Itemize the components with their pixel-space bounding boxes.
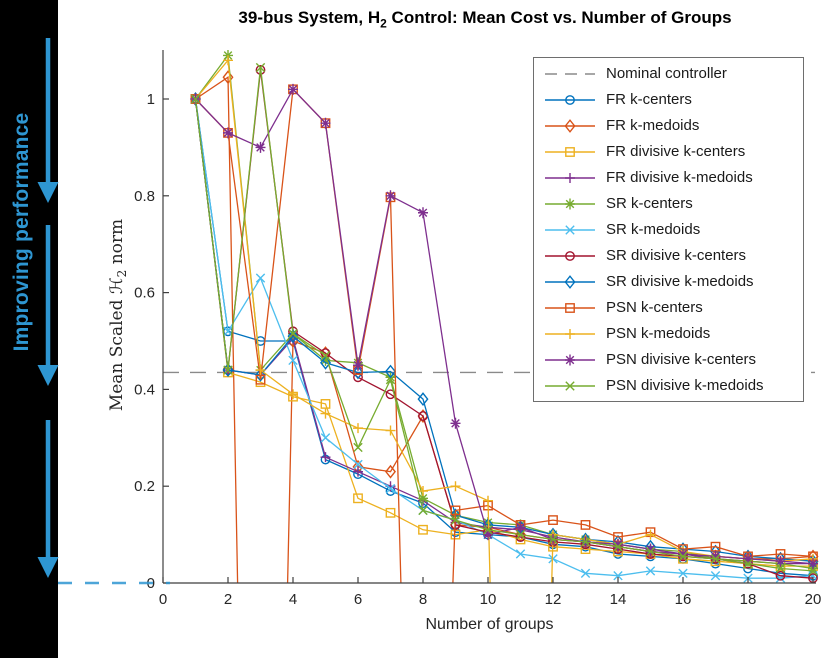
series-line-11 [194,67,814,572]
script-h2-symbol: ℋ [106,277,127,295]
svg-text:0.6: 0.6 [134,285,155,302]
legend-item-sr-k-centers: SR k-centers [534,191,803,216]
series-line-10 [195,88,814,565]
legend-label: FR k-medoids [606,117,700,134]
legend-sample [545,172,595,183]
legend-item-psn-divisive-k-medoids: PSN divisive k-medoids [534,373,803,398]
legend-item-fr-divisive-k-centers: FR divisive k-centers [534,139,803,164]
legend-label: SR divisive k-centers [606,247,747,264]
svg-text:0.2: 0.2 [134,478,155,495]
legend-item-fr-k-medoids: FR k-medoids [534,113,803,138]
legend-item-psn-k-centers: PSN k-centers [534,295,803,320]
legend-sample [545,354,595,365]
legend-label: PSN divisive k-medoids [606,377,764,394]
legend-label: FR divisive k-medoids [606,169,753,186]
svg-text:4: 4 [289,591,297,608]
legend-sample [545,302,595,313]
legend-item-psn-k-medoids: PSN k-medoids [534,321,803,346]
y-axis-label: Mean Scaled ℋ2 norm [106,218,130,412]
legend-label: PSN divisive k-centers [606,351,757,368]
legend-label: SR divisive k-medoids [606,273,754,290]
x-axis-label: Number of groups [425,616,554,633]
legend-sample [545,380,595,391]
legend-label: SR k-medoids [606,221,701,238]
legend-sample [545,118,595,133]
legend-sample [545,224,595,235]
legend-item-sr-divisive-k-centers: SR divisive k-centers [534,243,803,268]
legend-label: Nominal controller [606,65,727,82]
svg-text:1: 1 [147,91,155,108]
svg-text:2: 2 [224,591,232,608]
legend-label: FR k-centers [606,91,692,108]
legend-sample [545,198,595,209]
legend-item-fr-k-centers: FR k-centers [534,87,803,112]
chart-title: 39-bus System, H2 Control: Mean Cost vs.… [238,8,732,31]
legend-item-fr-divisive-k-medoids: FR divisive k-medoids [534,165,803,190]
svg-text:10: 10 [480,591,497,608]
legend-sample [545,274,595,289]
svg-text:6: 6 [354,591,362,608]
legend-sample [545,94,595,105]
legend-label: SR k-centers [606,195,693,212]
legend: Nominal controller FR k-centers FR k-med… [533,57,804,402]
legend-item-psn-divisive-k-centers: PSN divisive k-centers [534,347,803,372]
legend-item-nominal: Nominal controller [534,61,803,86]
legend-item-sr-k-medoids: SR k-medoids [534,217,803,242]
improving-performance-arrows [37,38,59,578]
svg-text:16: 16 [675,591,692,608]
series-line-7 [194,98,814,562]
series-line-4 [194,53,814,570]
legend-label: PSN k-medoids [606,325,711,342]
svg-text:18: 18 [740,591,757,608]
legend-sample [545,250,595,261]
svg-text:0: 0 [159,591,167,608]
legend-item-sr-divisive-k-medoids: SR divisive k-medoids [534,269,803,294]
series-line-5 [194,98,814,579]
legend-sample [545,72,595,75]
svg-text:12: 12 [545,591,562,608]
svg-text:0.8: 0.8 [134,188,155,205]
svg-text:14: 14 [610,591,627,608]
svg-text:8: 8 [419,591,427,608]
legend-sample [545,146,595,157]
svg-text:0.4: 0.4 [134,381,155,398]
legend-label: PSN k-centers [606,299,703,316]
svg-text:20: 20 [805,591,822,608]
legend-sample [545,328,595,339]
legend-label: FR divisive k-centers [606,143,746,160]
